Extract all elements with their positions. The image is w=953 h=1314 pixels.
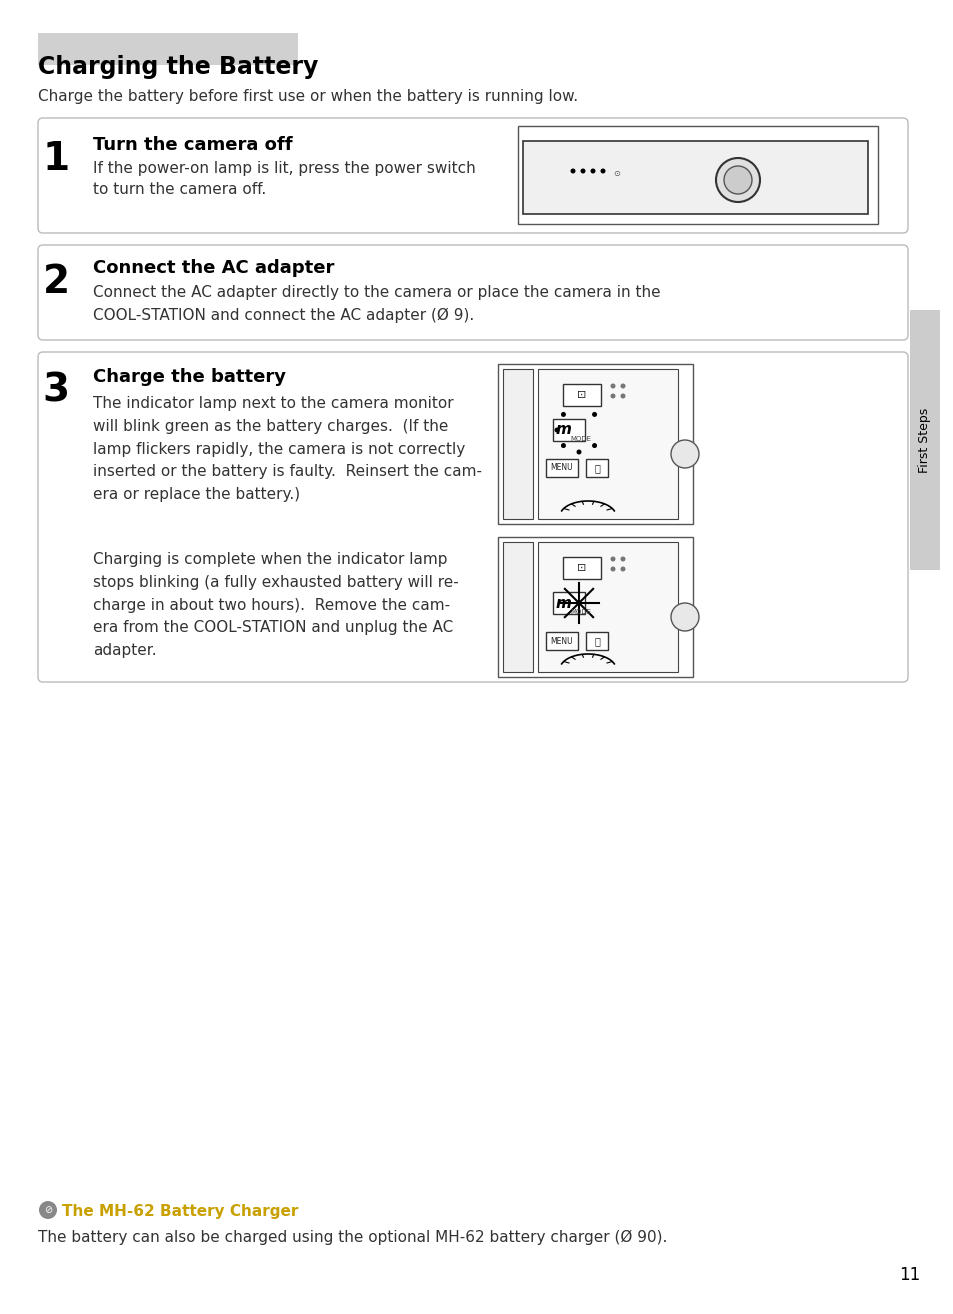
Bar — [909, 310, 939, 570]
Circle shape — [619, 384, 625, 389]
Bar — [562, 557, 600, 579]
Bar — [517, 126, 877, 223]
Circle shape — [670, 440, 699, 468]
Text: ⊙: ⊙ — [613, 170, 619, 179]
Bar — [497, 364, 692, 524]
Circle shape — [610, 557, 615, 561]
Circle shape — [610, 393, 615, 398]
Circle shape — [670, 603, 699, 631]
Text: Charge the battery before first use or when the battery is running low.: Charge the battery before first use or w… — [38, 89, 578, 104]
Text: Charge the battery: Charge the battery — [92, 368, 286, 386]
FancyBboxPatch shape — [38, 118, 907, 233]
Text: ⊡: ⊡ — [577, 562, 586, 573]
Bar — [502, 541, 533, 671]
Text: 2: 2 — [42, 263, 70, 301]
Text: First Steps: First Steps — [918, 407, 930, 473]
Text: MODE: MODE — [570, 608, 591, 615]
Text: ⊘: ⊘ — [44, 1205, 52, 1215]
Text: If the power-on lamp is lit, press the power switch
to turn the camera off.: If the power-on lamp is lit, press the p… — [92, 162, 476, 197]
Text: MENU: MENU — [550, 636, 573, 645]
Text: The battery can also be charged using the optional MH-62 battery charger (Ø 90).: The battery can also be charged using th… — [38, 1230, 667, 1246]
Text: 11: 11 — [899, 1265, 920, 1284]
Circle shape — [610, 384, 615, 389]
Bar — [553, 593, 584, 614]
Bar — [502, 369, 533, 519]
Circle shape — [560, 413, 565, 417]
Bar — [585, 459, 607, 477]
Circle shape — [579, 168, 585, 173]
Text: The MH-62 Battery Charger: The MH-62 Battery Charger — [62, 1204, 298, 1219]
Bar — [562, 384, 600, 406]
FancyBboxPatch shape — [38, 352, 907, 682]
Text: Connect the AC adapter directly to the camera or place the camera in the
COOL-ST: Connect the AC adapter directly to the c… — [92, 285, 659, 323]
Bar — [545, 632, 578, 650]
Circle shape — [570, 168, 575, 173]
Text: ⊡: ⊡ — [577, 390, 586, 399]
Circle shape — [723, 166, 751, 194]
Circle shape — [592, 443, 597, 448]
Text: Turn the camera off: Turn the camera off — [92, 137, 293, 154]
Circle shape — [599, 168, 605, 173]
Text: m: m — [555, 423, 570, 438]
Circle shape — [619, 393, 625, 398]
Bar — [497, 537, 692, 677]
Text: m: m — [555, 595, 570, 611]
Text: 1: 1 — [42, 141, 70, 177]
Bar — [553, 419, 584, 442]
Bar — [522, 141, 867, 214]
Text: 🗑: 🗑 — [594, 463, 599, 473]
Bar — [585, 632, 607, 650]
Text: The indicator lamp next to the camera monitor
will blink green as the battery ch: The indicator lamp next to the camera mo… — [92, 396, 481, 502]
Circle shape — [592, 413, 597, 417]
Circle shape — [610, 566, 615, 572]
Bar — [545, 459, 578, 477]
Bar — [537, 541, 678, 671]
Text: MODE: MODE — [570, 436, 591, 442]
Circle shape — [554, 427, 558, 432]
Text: Charging is complete when the indicator lamp
stops blinking (a fully exhausted b: Charging is complete when the indicator … — [92, 552, 458, 658]
Circle shape — [39, 1201, 57, 1219]
Text: 🗑: 🗑 — [594, 636, 599, 646]
Circle shape — [716, 158, 760, 202]
Bar — [537, 369, 678, 519]
Circle shape — [590, 168, 595, 173]
Text: 3: 3 — [42, 372, 70, 410]
Circle shape — [619, 557, 625, 561]
Text: Charging the Battery: Charging the Battery — [38, 55, 318, 79]
Bar — [38, 33, 297, 64]
Circle shape — [560, 443, 565, 448]
FancyBboxPatch shape — [38, 244, 907, 340]
Text: Connect the AC adapter: Connect the AC adapter — [92, 259, 334, 277]
Text: MENU: MENU — [550, 464, 573, 473]
Circle shape — [576, 449, 581, 455]
Circle shape — [619, 566, 625, 572]
